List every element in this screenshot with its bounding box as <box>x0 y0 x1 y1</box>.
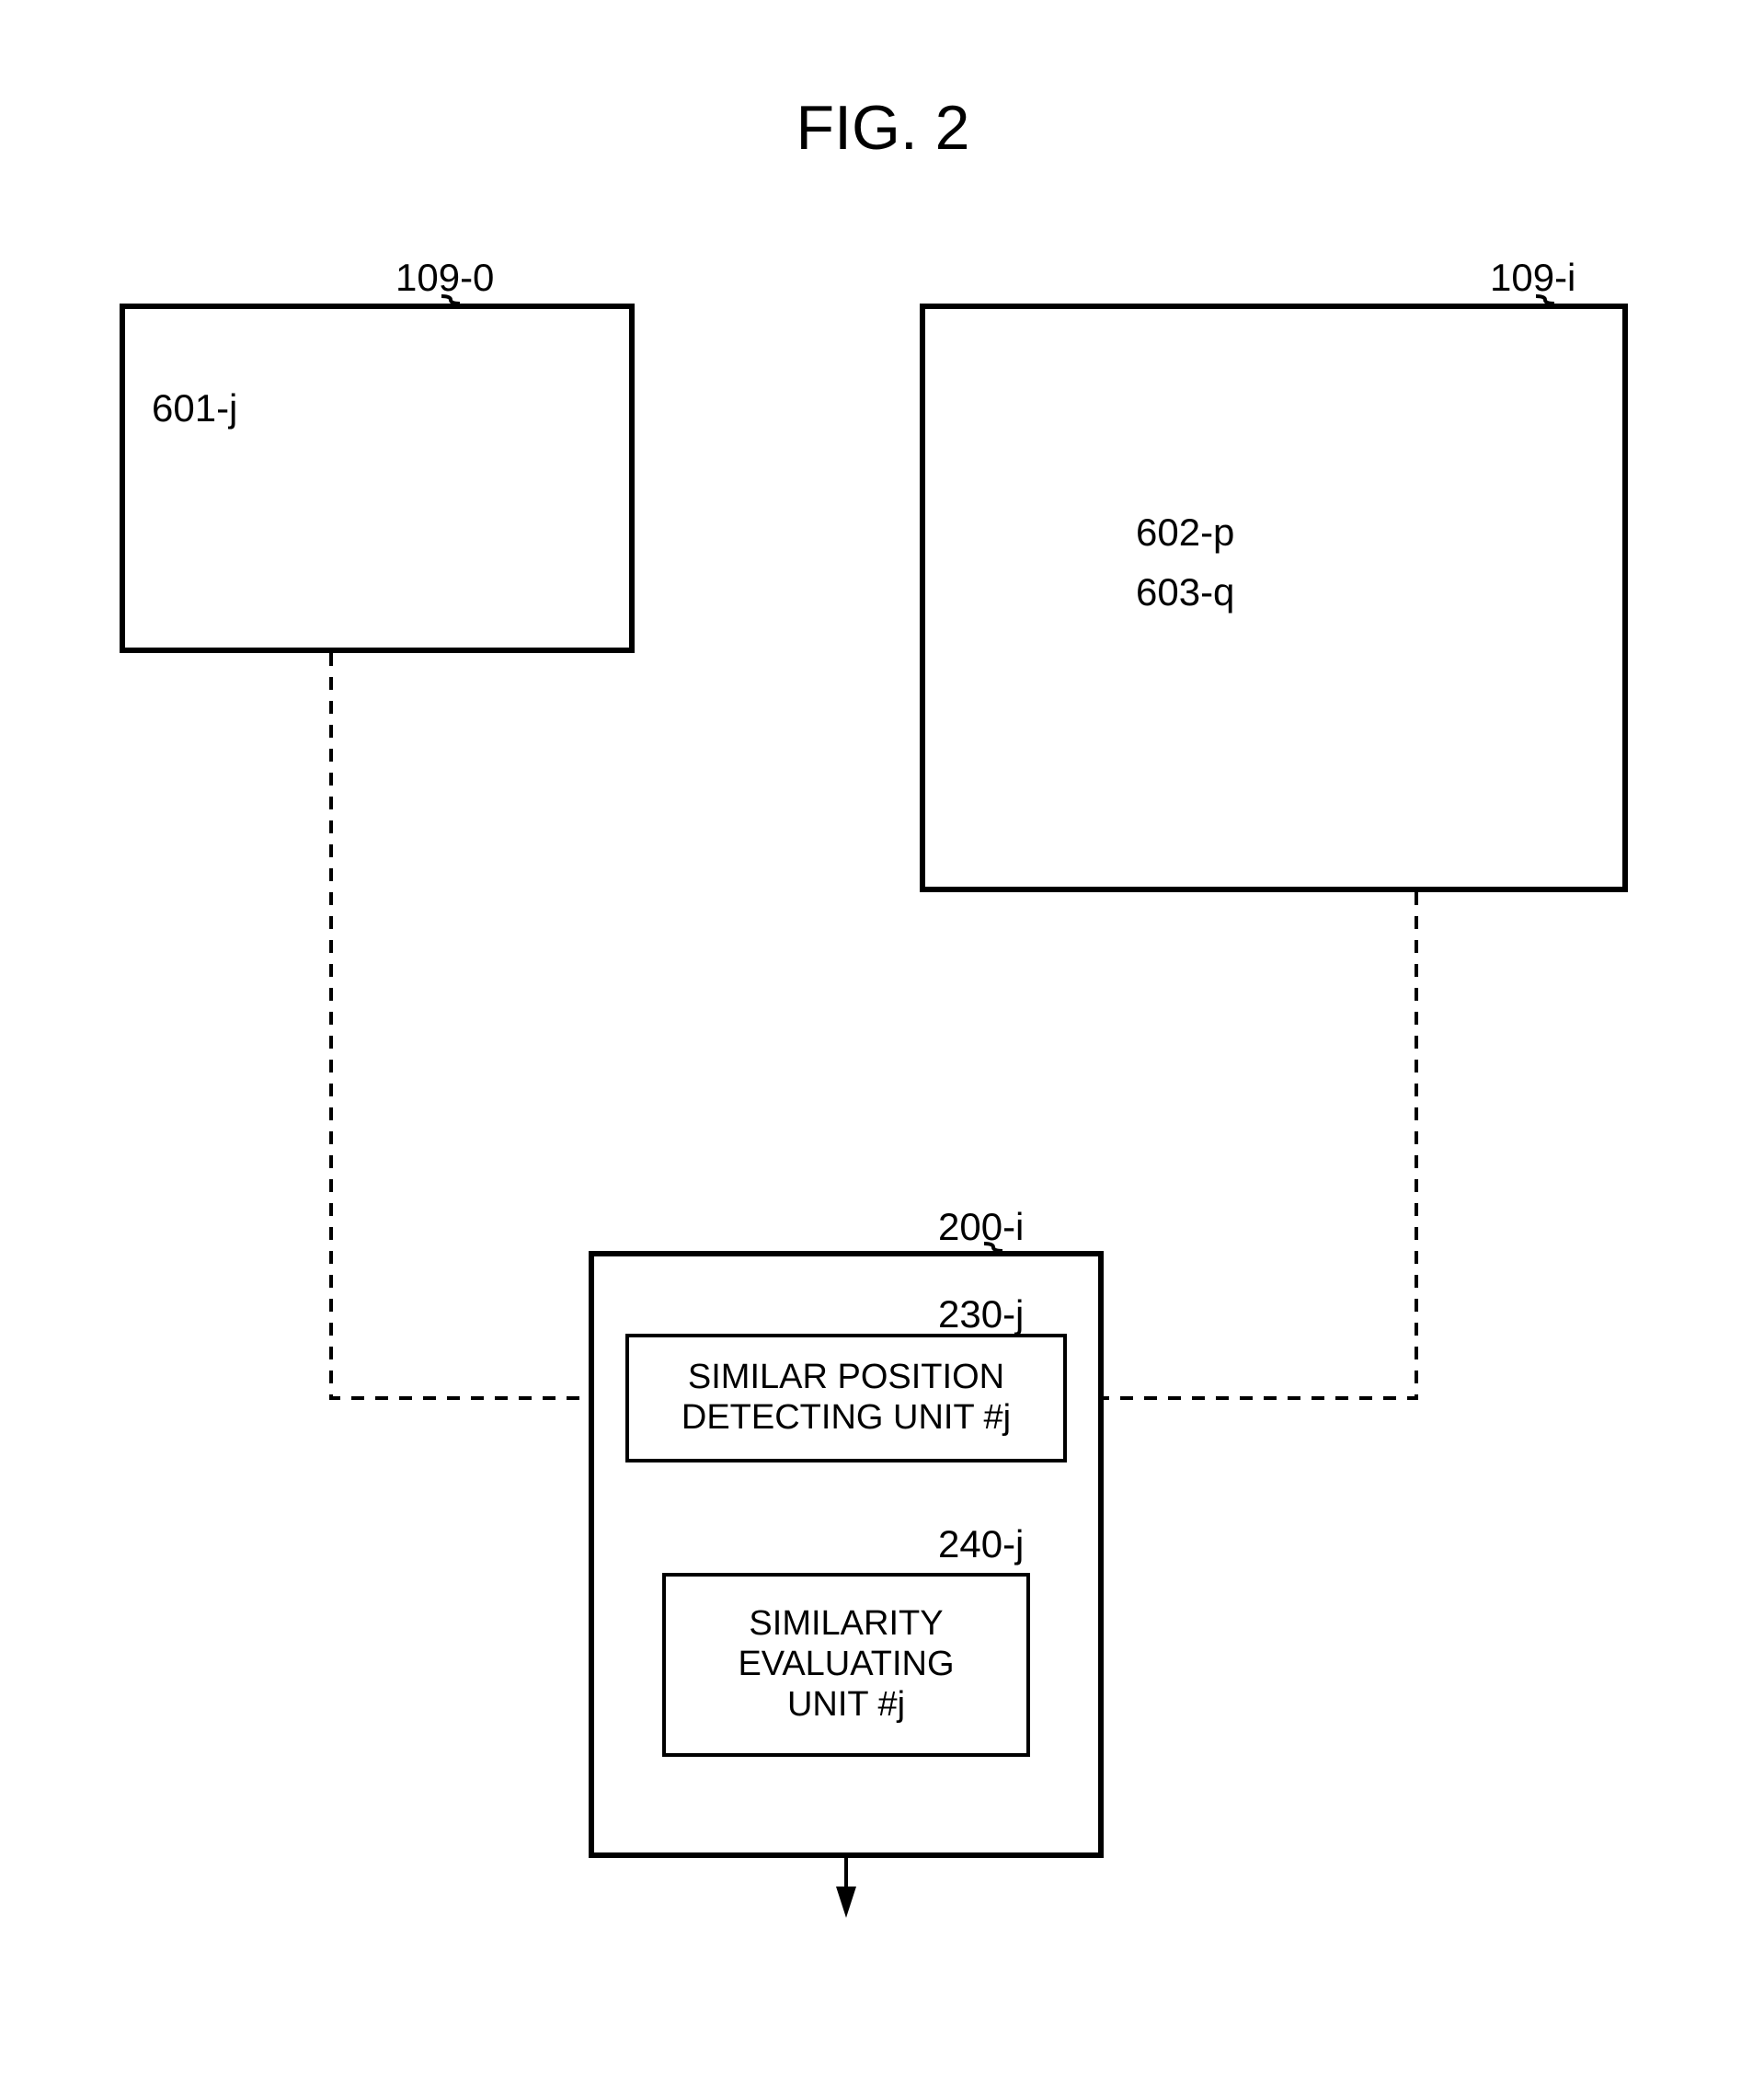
unit240-line2: EVALUATING <box>738 1645 954 1685</box>
label-109-0: 109-0 <box>395 256 494 300</box>
unit230-line2: DETECTING UNIT #j <box>682 1398 1011 1439</box>
label-109-i: 109-i <box>1490 256 1575 300</box>
label-230-j: 230-j <box>938 1292 1024 1336</box>
label-240-j: 240-j <box>938 1522 1024 1566</box>
unit240-line3: UNIT #j <box>787 1685 905 1726</box>
label-603-q: 603-q <box>1136 570 1234 614</box>
label-200-i: 200-i <box>938 1205 1024 1249</box>
similar-position-detecting-unit: SIMILAR POSITION DETECTING UNIT #j <box>625 1334 1067 1462</box>
similarity-evaluating-unit: SIMILARITY EVALUATING UNIT #j <box>662 1573 1030 1757</box>
input-image-right-frame <box>920 304 1628 892</box>
figure-title: FIG. 2 <box>699 92 1067 164</box>
unit230-line1: SIMILAR POSITION <box>688 1358 1004 1398</box>
diagram-canvas: FIG. 2 SIMILAR POSITION DETECTING UNIT #… <box>0 0 1764 2076</box>
label-602-p: 602-p <box>1136 510 1234 555</box>
unit240-line1: SIMILARITY <box>749 1604 943 1645</box>
input-image-left-frame <box>120 304 635 653</box>
label-601-j: 601-j <box>152 386 237 430</box>
